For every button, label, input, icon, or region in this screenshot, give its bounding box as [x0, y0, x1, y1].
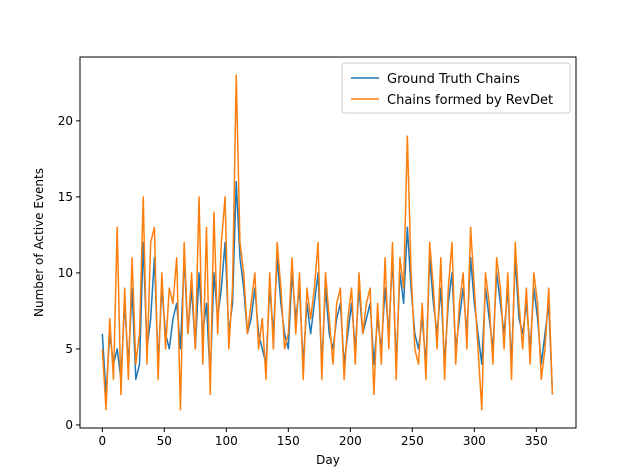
x-tick-label: 300	[463, 434, 486, 448]
y-tick-label: 20	[58, 114, 73, 128]
axes: 0 50 100 150 200 250 300 350 0 5 10 15 20 Day Number o…	[32, 56, 577, 467]
y-axis-title: Number of Active Events	[32, 168, 46, 317]
x-tick-label: 100	[215, 434, 238, 448]
series-line-revdet	[101, 74, 554, 411]
x-tick-label: 350	[525, 434, 548, 448]
x-tick-label: 0	[98, 434, 106, 448]
y-tick-label: 5	[65, 342, 73, 356]
x-tick-label: 150	[277, 434, 300, 448]
x-tick-label: 250	[401, 434, 424, 448]
x-tick-label: 50	[157, 434, 172, 448]
legend: Ground Truth Chains Chains formed by RevD…	[341, 62, 571, 114]
x-axis-title: Day	[316, 453, 340, 467]
plot-area	[101, 74, 554, 411]
legend-box	[341, 62, 571, 114]
axes-frame	[79, 56, 577, 429]
y-tick-label: 10	[58, 266, 73, 280]
y-tick-label: 0	[65, 418, 73, 432]
y-tick-label: 15	[58, 190, 73, 204]
legend-label-revdet: Chains formed by RevDet	[387, 93, 553, 108]
legend-label-ground-truth: Ground Truth Chains	[387, 72, 520, 87]
x-tick-label: 200	[339, 434, 362, 448]
